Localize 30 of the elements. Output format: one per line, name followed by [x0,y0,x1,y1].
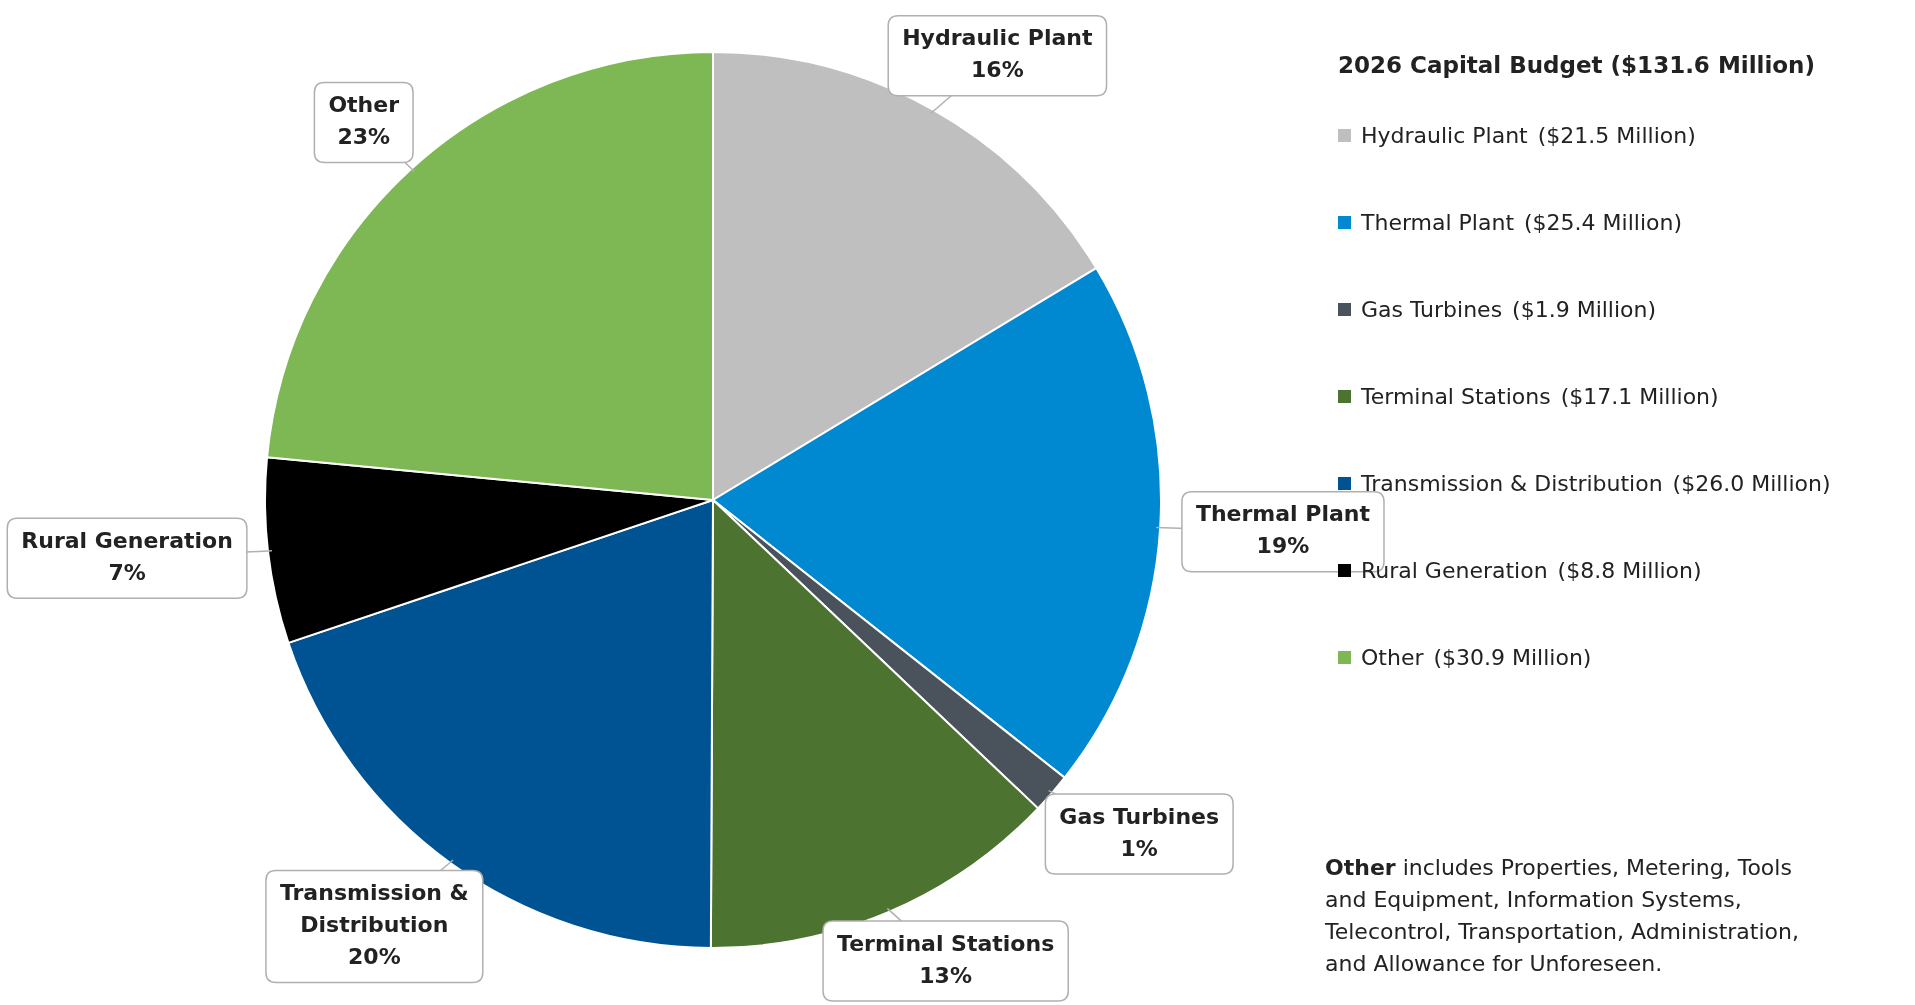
slice-label: Thermal Plant [1195,501,1371,527]
data-label: ($8.8 Million) [1557,558,1702,583]
data-label: ($30.9 Million) [1433,645,1592,670]
legend-label: Hydraulic Plant [1361,123,1528,148]
data-label: ($1.9 Million) [1512,297,1657,322]
data-label: ($17.1 Million) [1560,384,1719,409]
text: 20% [348,944,401,970]
text: 13% [919,962,972,988]
slice-label: Transmission & Distribution [279,880,469,938]
text: 19% [1256,533,1310,559]
slice-label: Gas Turbines [1059,803,1220,829]
data-label: ($21.5 Million) [1537,123,1696,148]
data-label: ($25.4 Million) [1524,210,1683,235]
text: Other includes Properties, Metering, Tools and Equipment, Information Systems, Telecontrol, Transportation, Administration, and Allowance for Unforeseen. [1325,854,1800,978]
legend-label: Rural Generation [1361,558,1548,583]
text: 16% [971,57,1024,83]
legend-label: Gas Turbines [1361,297,1503,322]
legend-label: Terminal Stations [1361,384,1551,409]
legend-label: Other [1361,645,1424,670]
slice-label: Terminal Stations [837,930,1055,956]
legend-label: Transmission & Distribution [1361,471,1663,496]
slice-label: Rural Generation [21,528,233,554]
slice-label: Hydraulic Plant [902,25,1094,51]
text: 23% [337,124,391,150]
text: 7% [108,560,146,586]
legend-title: 2026 Capital Budget ($131.6 Million) [1338,52,1816,78]
text: 1% [1120,835,1158,861]
data-label: ($26.0 Million) [1672,471,1831,496]
slice-label: Other [328,92,400,118]
legend-label: Thermal Plant [1361,210,1515,235]
